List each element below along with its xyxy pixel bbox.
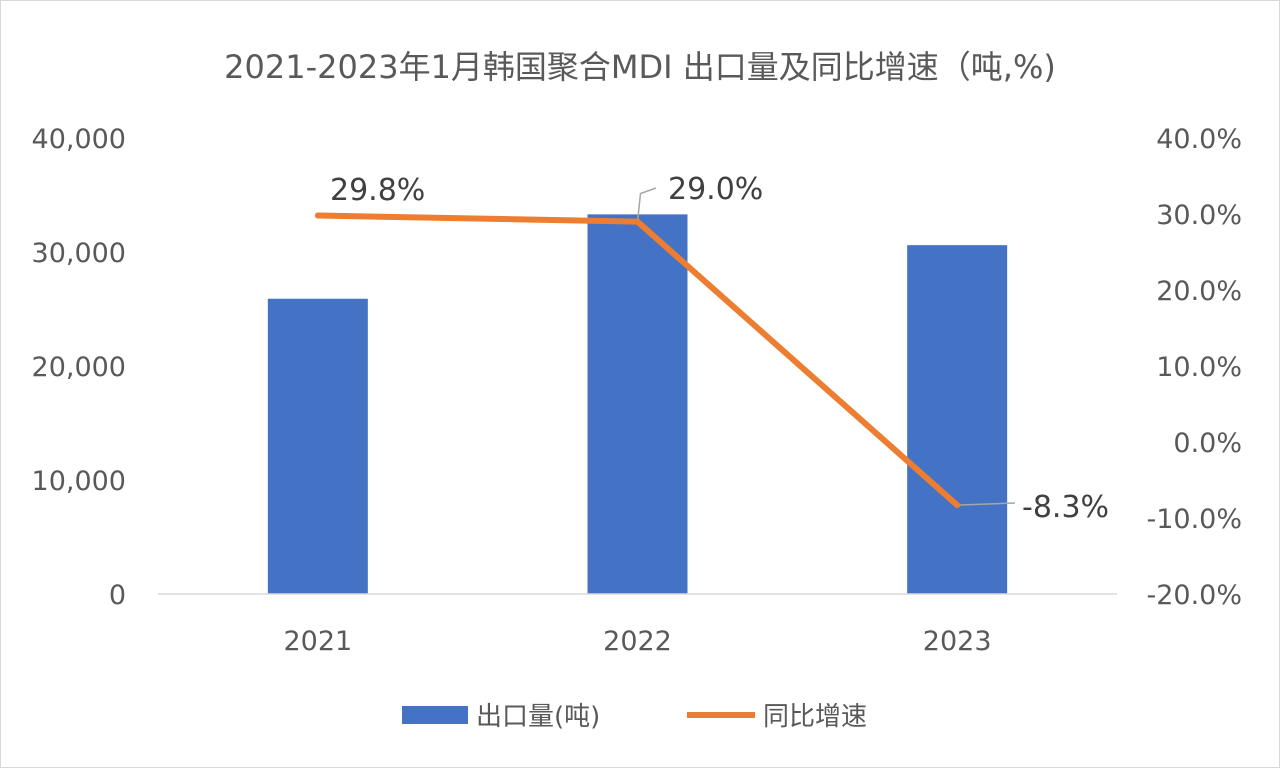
right-axis-tick-label: 30.0% xyxy=(1156,200,1242,231)
right-axis-tick-label: 0.0% xyxy=(1173,428,1242,459)
left-axis-tick-label: 40,000 xyxy=(32,124,126,155)
growth-line xyxy=(314,212,961,509)
data-label-growth: 29.0% xyxy=(668,172,763,207)
bar-2022 xyxy=(587,214,688,594)
legend-bar-swatch xyxy=(402,706,468,724)
legend: 出口量(吨) 同比增速 xyxy=(402,702,867,732)
data-label-leader-line xyxy=(957,502,1016,506)
right-axis-tick-label: 40.0% xyxy=(1156,124,1242,155)
chart-title: 2021-2023年1月韩国聚合MDI 出口量及同比增速（吨,%) xyxy=(224,48,1056,86)
bar-2023 xyxy=(907,245,1008,594)
data-label-growth: 29.8% xyxy=(330,173,425,208)
left-axis-tick-label: 30,000 xyxy=(32,238,126,269)
right-axis-tick-label: -20.0% xyxy=(1146,580,1242,611)
legend-label-growth: 同比增速 xyxy=(763,702,867,732)
left-axis-tick-label: 0 xyxy=(109,580,126,611)
x-axis-tick-label: 2022 xyxy=(603,626,672,657)
right-axis-tick-label: 20.0% xyxy=(1156,276,1242,307)
bar-2021 xyxy=(267,298,368,594)
data-label-growth: -8.3% xyxy=(1022,490,1109,525)
left-axis-tick-label: 10,000 xyxy=(32,466,126,497)
data-label-leader-line xyxy=(636,187,657,222)
right-axis-tick-label: 10.0% xyxy=(1156,352,1242,383)
left-axis-tick-label: 20,000 xyxy=(32,352,126,383)
legend-label-export: 出口量(吨) xyxy=(476,702,600,732)
plot-area: 0 10,000 20,000 30,000 40,000 -20.0% -10.0% 0.0… xyxy=(32,124,1242,657)
x-axis-tick-label: 2021 xyxy=(283,626,352,657)
x-axis-tick-label: 2023 xyxy=(923,626,992,657)
right-axis-tick-label: -10.0% xyxy=(1146,504,1242,535)
